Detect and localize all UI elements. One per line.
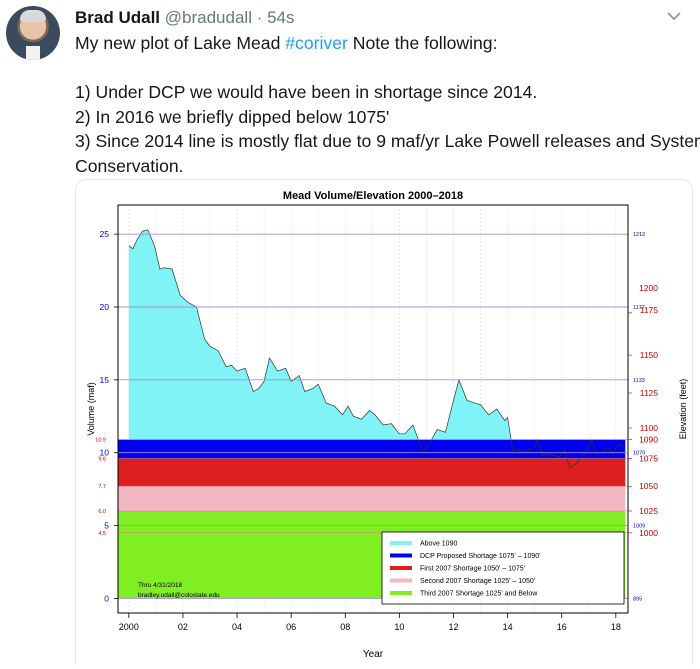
legend-label: DCP Proposed Shortage 1075' – 1090' <box>420 553 540 560</box>
y-tick-label-left-red: 7.7 <box>98 484 106 490</box>
y-tick-label-left-red: 9.6 <box>98 457 106 463</box>
x-tick-label: 06 <box>286 622 296 632</box>
tweet-text-prefix: My new plot of Lake Mead <box>75 33 286 53</box>
tweet-point-3a: 3) Since 2014 line is mostly flat due to… <box>75 131 700 151</box>
series-line-above-1090 <box>128 229 625 468</box>
tweet-text-suffix: Note the following: <box>347 33 498 53</box>
y-tick-label-right-red: 1200 <box>639 283 658 293</box>
annotation-date: Thru 4/31/2018 <box>138 582 182 589</box>
x-tick-label: 16 <box>557 622 567 632</box>
y-tick-label-right-blue: 1079 <box>633 451 645 457</box>
plot-frame <box>117 204 629 614</box>
y-tick-label-right-red: 1025 <box>639 506 658 516</box>
avatar[interactable] <box>6 6 60 60</box>
y-tick-label-left-red: 10.9 <box>95 438 106 444</box>
y-tick-label-right-red: 1175 <box>640 305 659 315</box>
tweet-header: Brad Udall @bradudall · 54s <box>75 6 295 30</box>
band-first-shortage <box>118 458 626 487</box>
tweet-point-1: 1) Under DCP we would have been in short… <box>75 82 538 102</box>
author-handle[interactable]: @bradudall <box>164 8 252 27</box>
legend-label: Third 2007 Shortage 1025' and Below <box>420 591 538 598</box>
x-tick-label: 02 <box>178 622 188 632</box>
y-tick-label-right-red: 1050 <box>639 481 658 491</box>
y-tick-label-right-red: 1090 <box>639 435 658 445</box>
hashtag-link[interactable]: #coriver <box>285 33 348 53</box>
x-tick-label: 10 <box>394 622 404 632</box>
band-second-shortage <box>118 486 626 511</box>
tweet-point-3b: Conservation. <box>75 155 184 176</box>
y-tick-label-right-red: 1100 <box>640 423 659 433</box>
legend-label: First 2007 Shortage 1050' – 1075' <box>420 566 525 573</box>
annotation-email: bradley.udall@colostate.edu <box>138 592 220 599</box>
y-axis-label-right: Elevation (feet) <box>678 379 688 440</box>
author-name[interactable]: Brad Udall <box>75 8 161 27</box>
y-tick-label-right-red: 1000 <box>639 528 658 538</box>
band-dcp-shortage <box>118 439 626 459</box>
x-tick-label: 2000 <box>119 622 139 632</box>
more-options-button[interactable] <box>663 6 685 28</box>
avatar-shirt <box>26 46 40 60</box>
chevron-down-icon <box>667 12 681 21</box>
y-tick-label-left: 0 <box>104 593 109 603</box>
x-tick-label: 08 <box>340 622 350 632</box>
mead-chart: Mead Volume/Elevation 2000–2018 2000 02 04 0… <box>76 180 692 665</box>
y-tick-label-left-red: 4.5 <box>98 531 106 537</box>
y-tick-label-left: 25 <box>100 229 110 239</box>
tweet-line-1: My new plot of Lake Mead #coriver Note t… <box>75 31 693 56</box>
y-axis-label-left: Volume (maf) <box>86 382 96 436</box>
tweet-text: My new plot of Lake Mead #coriver Note t… <box>75 31 700 178</box>
x-tick-label: 12 <box>448 622 458 632</box>
tweet-image[interactable]: Mead Volume/Elevation 2000–2018 2000 02 04 0… <box>75 179 693 665</box>
y-tick-label-left: 15 <box>100 375 110 385</box>
header-separator: · <box>251 8 268 27</box>
x-tick-label: 14 <box>503 622 513 632</box>
y-tick-label-right-red: 1125 <box>640 388 659 398</box>
y-tick-label-right-blue: 1212 <box>633 232 645 238</box>
avatar-hair <box>20 10 46 22</box>
y-tick-label-right-blue: 1177 <box>633 305 645 311</box>
x-tick-label: 04 <box>232 622 242 632</box>
y-tick-label-right-blue: 895 <box>633 596 642 602</box>
y-tick-label-right-red: 1150 <box>640 350 659 360</box>
legend-label: Above 1090 <box>420 541 457 548</box>
y-tick-label-right-blue: 1009 <box>633 524 645 530</box>
y-tick-label-left-red: 6.0 <box>98 509 106 515</box>
legend-box <box>381 531 625 605</box>
x-tick-label: 18 <box>611 622 621 632</box>
chart-title: Mead Volume/Elevation 2000–2018 <box>283 190 463 202</box>
y-tick-label-left: 10 <box>100 448 110 458</box>
y-tick-label-right-red: 1075 <box>639 454 658 464</box>
y-tick-label-left: 20 <box>100 302 110 312</box>
y-tick-label-right-blue: 1133 <box>633 378 645 384</box>
tweet-time[interactable]: 54s <box>267 8 295 27</box>
legend-label: Second 2007 Shortage 1025' – 1050' <box>420 578 535 585</box>
x-axis-label: Year <box>363 649 384 660</box>
tweet-point-2: 2) In 2016 we briefly dipped below 1075' <box>75 106 390 127</box>
y-tick-label-left: 5 <box>104 521 109 531</box>
